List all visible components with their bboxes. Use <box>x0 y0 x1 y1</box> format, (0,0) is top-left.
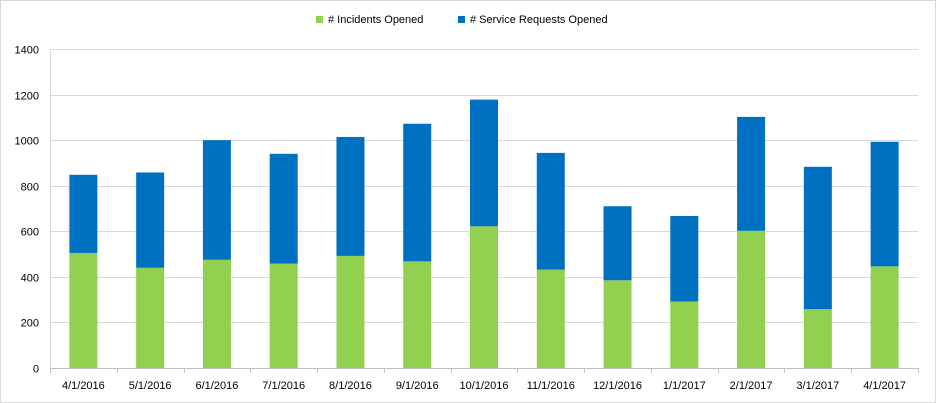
y-tick-label: 1200 <box>15 91 39 103</box>
y-tick-label: 1000 <box>15 136 39 148</box>
y-tick-label: 800 <box>21 182 39 194</box>
bar-incidents <box>737 230 766 368</box>
bar-service-requests <box>670 216 699 302</box>
y-tick-label: 600 <box>21 227 39 239</box>
bar-incidents <box>870 266 899 368</box>
legend-swatch <box>316 16 323 23</box>
x-tick-label: 7/1/2016 <box>262 380 305 392</box>
y-tick-label: 400 <box>21 273 39 285</box>
x-tick-label: 11/1/2016 <box>527 380 575 392</box>
x-axis: 4/1/2016 5/1/2016 6/1/2016 7/1/2016 8/1/2016… <box>50 368 919 392</box>
x-tick-label: 6/1/2016 <box>196 380 239 392</box>
bar-service-requests <box>403 123 432 262</box>
y-tick-label: 200 <box>21 318 39 330</box>
x-tick-label: 8/1/2016 <box>329 380 372 392</box>
x-tick-label: 4/1/2016 <box>62 380 105 392</box>
bar-service-requests <box>603 206 632 281</box>
bar-incidents <box>69 252 98 368</box>
legend: # Incidents Opened # Service Requests Ope… <box>316 14 608 26</box>
bar-incidents <box>670 301 699 368</box>
y-tick-label: 1400 <box>15 45 39 57</box>
bar-service-requests <box>737 116 766 231</box>
bar-service-requests <box>536 152 565 270</box>
bar-incidents <box>336 255 365 368</box>
x-tick-label: 2/1/2017 <box>730 380 773 392</box>
legend-label: # Incidents Opened <box>328 14 423 26</box>
bars <box>69 99 899 368</box>
legend-swatch <box>458 16 465 23</box>
x-tick-label: 10/1/2016 <box>460 380 509 392</box>
x-tick-label: 4/1/2017 <box>863 380 906 392</box>
bar-incidents <box>803 309 832 368</box>
y-axis: 0 200 400 600 800 1000 1200 1400 <box>15 45 39 376</box>
bar-service-requests <box>136 172 165 268</box>
bar-incidents <box>603 280 632 368</box>
bar-service-requests <box>202 140 231 260</box>
x-tick-label: 3/1/2017 <box>796 380 839 392</box>
bar-service-requests <box>269 153 298 264</box>
x-tick-label: 9/1/2016 <box>396 380 439 392</box>
bar-incidents <box>470 226 498 368</box>
bar-service-requests <box>870 141 899 267</box>
bar-service-requests <box>69 174 98 253</box>
x-tick-label: 5/1/2016 <box>129 380 172 392</box>
bar-incidents <box>269 263 298 368</box>
x-tick-label: 12/1/2016 <box>593 380 642 392</box>
bar-incidents <box>202 259 231 368</box>
bar-service-requests <box>803 166 832 310</box>
bar-incidents <box>136 267 165 368</box>
bar-incidents <box>403 261 432 368</box>
bar-incidents <box>536 269 565 368</box>
y-tick-label: 0 <box>33 364 39 376</box>
legend-label: # Service Requests Opened <box>470 14 608 26</box>
x-tick-label: 1/1/2017 <box>663 380 706 392</box>
bar-service-requests <box>470 99 498 227</box>
bar-service-requests <box>336 136 365 256</box>
